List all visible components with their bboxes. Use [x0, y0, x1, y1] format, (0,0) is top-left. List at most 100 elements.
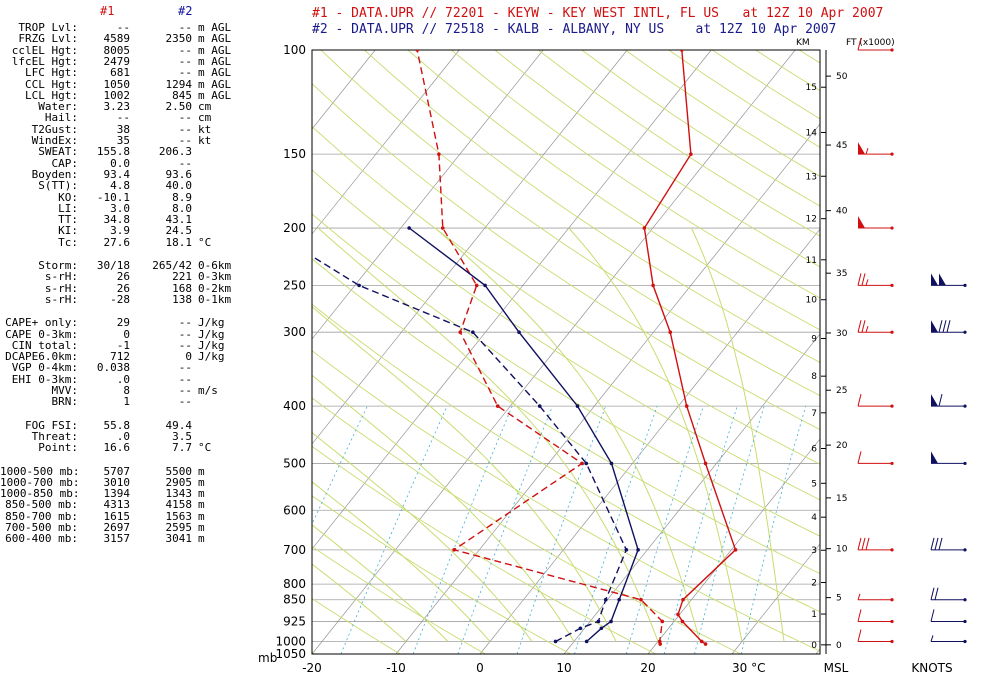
- stat-label: T2Gust:: [31, 122, 78, 136]
- stat-unit: m: [198, 487, 205, 501]
- isotherm-line: [731, 543, 820, 654]
- temperature-point: [733, 548, 738, 552]
- dewpoint-point: [471, 330, 475, 335]
- pressure-tick-label: 600: [283, 503, 306, 517]
- temperature-point: [668, 330, 673, 335]
- dewpoint-point: [578, 626, 583, 631]
- stat-row: S(TT): 4.8 40.0: [0, 180, 300, 192]
- dry-adiabat-line: [364, 50, 820, 364]
- barb-flag: [938, 537, 943, 550]
- stat-row: T2Gust: 38 -- kt: [0, 122, 300, 136]
- wind-barb: [857, 37, 894, 52]
- km-tick-label: 7: [811, 409, 817, 419]
- plot-frame: [311, 49, 821, 655]
- stat-row: SWEAT: 155.8 206.3: [0, 146, 300, 158]
- barb-point: [963, 330, 967, 334]
- stat-row: CCL Hgt: 1050 1294 m AGL: [0, 77, 300, 91]
- barb-point: [963, 548, 967, 552]
- dewpoint-point: [624, 548, 629, 552]
- barb-half-flag: [865, 326, 869, 333]
- msl-label: MSL: [824, 661, 849, 675]
- station2-title: #2 - DATA.UPR // 72518 - KALB - ALBANY, …: [312, 22, 837, 37]
- stat-label: Tc:: [58, 235, 78, 249]
- stat-value-station2: 7.7: [172, 441, 192, 455]
- dewpoint-point: [584, 461, 589, 466]
- stat-row: lfcEL Hgt: 2479 -- m AGL: [0, 55, 300, 68]
- stat-unit: m: [198, 521, 205, 534]
- stat-value-station1: 4313: [103, 498, 131, 512]
- barb-flag: [946, 320, 951, 333]
- stat-row: 1000-700 mb: 3010 2905 m: [0, 475, 300, 489]
- barb-flag: [857, 37, 862, 51]
- wind-barb: [931, 451, 967, 466]
- dry-adiabat-line: [930, 50, 1008, 654]
- isotherm-line: [312, 50, 796, 654]
- mixing-ratio-line: [340, 405, 448, 654]
- kft-tick-label: 30: [836, 329, 848, 339]
- stat-value-station2: 24.5: [165, 224, 193, 238]
- km-tick-label: 2: [811, 579, 817, 589]
- barb-flag: [857, 609, 862, 622]
- pressure-tick-label: 250: [283, 278, 306, 292]
- barb-point: [890, 639, 894, 644]
- temperature-point: [703, 461, 708, 466]
- kft-tick-label: 5: [836, 594, 842, 604]
- barb-flag: [930, 587, 935, 600]
- wind-barb: [857, 537, 894, 552]
- stat-label: KI:: [58, 224, 78, 238]
- barb-flag: [930, 537, 935, 550]
- mixing-ratio-line: [663, 405, 738, 654]
- wind-barb: [931, 320, 967, 334]
- km-tick-label: 3: [811, 546, 817, 556]
- stat-row: s-rH: -28 138 0-1km: [0, 293, 300, 306]
- stat-unit: J/kg: [198, 350, 225, 364]
- stat-value-station1: 3.0: [110, 201, 130, 215]
- temperature-point: [651, 283, 655, 288]
- km-tick-label: 8: [811, 372, 817, 382]
- stat-value-station2: --: [178, 372, 192, 386]
- dewpoint-point: [440, 226, 445, 230]
- barb-flag: [857, 629, 862, 642]
- km-tick-label: 12: [806, 215, 817, 225]
- stat-value-station1: 34.8: [103, 213, 131, 227]
- temperature-tick-label: -10: [386, 661, 406, 675]
- dewpoint-point: [357, 283, 361, 288]
- stat-value-station2: --: [178, 338, 192, 352]
- stat-row: BRN: 1 --: [0, 396, 300, 408]
- wind-barb: [930, 635, 967, 644]
- dry-adiabat-line: [886, 50, 1008, 654]
- dewpoint-point: [265, 226, 269, 230]
- stat-value-station1: 30/18: [96, 259, 130, 272]
- stat-value-station1: -10.1: [96, 190, 130, 204]
- stat-row: WindEx: 35 -- kt: [0, 135, 300, 147]
- barb-point: [963, 598, 967, 602]
- stat-label: TROP Lvl:: [18, 21, 78, 34]
- wind-barb: [857, 629, 894, 644]
- pressure-tick-label: 300: [283, 325, 306, 339]
- temperature-point: [689, 152, 693, 156]
- stat-unit: m: [198, 498, 205, 512]
- stat-label: KO:: [58, 190, 78, 204]
- wind-barb: [857, 393, 894, 408]
- stat-label: S(TT):: [38, 179, 78, 193]
- stat-unit: cm: [198, 100, 212, 114]
- stat-unit: m AGL: [198, 32, 232, 46]
- stat-value-station1: --: [116, 111, 130, 125]
- stat-value-station2: 43.1: [165, 213, 193, 227]
- stat-unit: J/kg: [198, 338, 225, 352]
- moist-adiabat-line: [312, 481, 491, 642]
- barb-point: [890, 283, 894, 287]
- barb-point: [963, 283, 967, 287]
- stat-label: CCL Hgt:: [25, 77, 78, 91]
- pressure-tick-label: 700: [283, 543, 306, 557]
- km-tick-label: 1: [811, 610, 817, 620]
- km-tick-label: 13: [806, 172, 817, 182]
- wind-barb: [930, 609, 967, 624]
- stat-value-station2: 1294: [165, 77, 193, 91]
- kft-tick-label: 35: [836, 269, 847, 279]
- dry-adiabat-line: [312, 258, 820, 575]
- stat-label: 1000-700 mb:: [0, 475, 80, 489]
- stat-value-station1: 681: [110, 66, 130, 80]
- barb-flag: [938, 393, 943, 407]
- km-tick-label: 11: [806, 256, 817, 266]
